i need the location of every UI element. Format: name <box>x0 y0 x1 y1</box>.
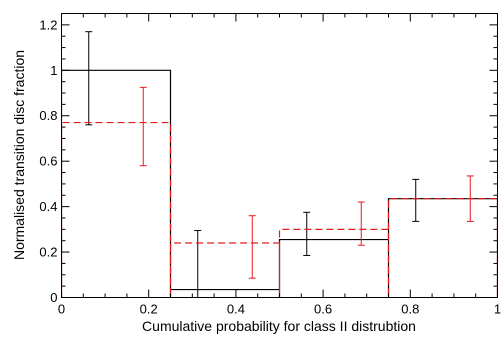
y-axis-label: Normalised transition disc fraction <box>11 50 27 260</box>
x-tick-label: 0.2 <box>140 302 158 317</box>
y-tick-label: 1.2 <box>39 17 57 32</box>
x-tick-label: 1 <box>494 302 501 317</box>
error-bar-series-1 <box>194 229 202 298</box>
step-line-series-2 <box>61 121 498 298</box>
x-tick-label: 0.8 <box>401 302 419 317</box>
error-bar-series-1 <box>303 211 311 256</box>
error-bar-series-1 <box>412 178 420 222</box>
series-layer <box>61 31 498 298</box>
series-1 <box>61 31 498 298</box>
step-line-series-1 <box>61 69 498 298</box>
x-tick-label: 0 <box>58 302 65 317</box>
y-tick-label: 0.4 <box>39 199 57 214</box>
error-bar-series-2 <box>248 215 256 279</box>
y-tick-label: 0.2 <box>39 245 57 260</box>
y-tick-label: 0.6 <box>39 154 57 169</box>
ticks-layer: 0 0.2 0.4 0.6 0.8 1 0 0.2 0.4 0.6 0.8 1 1.2 <box>39 13 501 317</box>
y-tick-label: 1 <box>50 63 57 78</box>
y-tick-label: 0 <box>50 290 57 305</box>
series-2 <box>61 86 498 298</box>
y-tick-label: 0.8 <box>39 108 57 123</box>
error-bar-series-1 <box>85 31 93 126</box>
x-tick-label: 0.6 <box>314 302 332 317</box>
error-bar-series-2 <box>466 175 474 222</box>
error-bar-series-2 <box>357 201 365 246</box>
x-axis-label: Cumulative probability for class II dist… <box>142 318 416 334</box>
x-tick-label: 0.4 <box>227 302 245 317</box>
error-bar-series-2 <box>139 86 147 167</box>
